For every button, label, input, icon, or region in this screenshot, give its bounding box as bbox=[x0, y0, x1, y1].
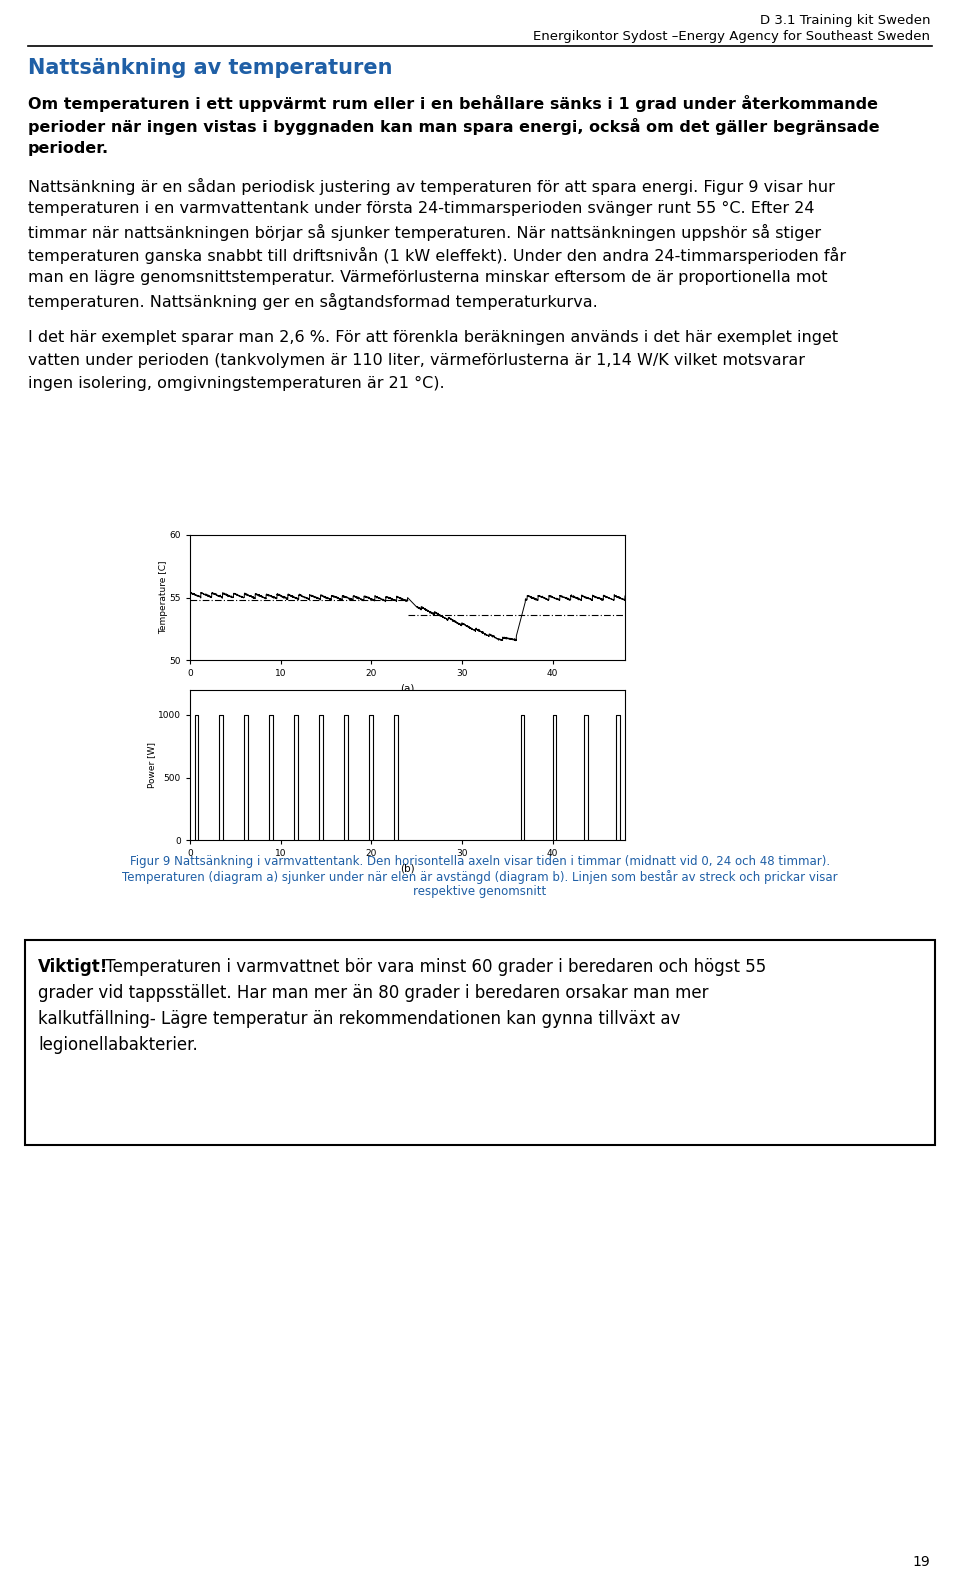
Text: temperaturen ganska snabbt till driftsnivån (1 kW eleffekt). Under den andra 24-: temperaturen ganska snabbt till driftsni… bbox=[28, 247, 846, 264]
Text: ingen isolering, omgivningstemperaturen är 21 °C).: ingen isolering, omgivningstemperaturen … bbox=[28, 376, 444, 390]
Y-axis label: Temperature [C]: Temperature [C] bbox=[159, 560, 168, 634]
Text: temperaturen. Nattsänkning ger en sågtandsformad temperaturkurva.: temperaturen. Nattsänkning ger en sågtan… bbox=[28, 293, 598, 310]
Text: Om temperaturen i ett uppvärmt rum eller i en behållare sänks i 1 grad under åte: Om temperaturen i ett uppvärmt rum eller… bbox=[28, 94, 878, 112]
Text: Viktigt!: Viktigt! bbox=[38, 959, 108, 976]
FancyBboxPatch shape bbox=[25, 940, 935, 1144]
Text: timmar när nattsänkningen börjar så sjunker temperaturen. När nattsänkningen upp: timmar när nattsänkningen börjar så sjun… bbox=[28, 224, 821, 241]
Text: Temperaturen i varmvattnet bör vara minst 60 grader i beredaren och högst 55: Temperaturen i varmvattnet bör vara mins… bbox=[100, 959, 766, 976]
X-axis label: (a): (a) bbox=[400, 683, 415, 694]
Y-axis label: Power [W]: Power [W] bbox=[148, 741, 156, 789]
Text: Figur 9 Nattsänkning i varmvattentank. Den horisontella axeln visar tiden i timm: Figur 9 Nattsänkning i varmvattentank. D… bbox=[130, 855, 830, 867]
Text: Nattsänkning av temperaturen: Nattsänkning av temperaturen bbox=[28, 58, 393, 79]
Text: respektive genomsnitt: respektive genomsnitt bbox=[414, 885, 546, 899]
Text: Energikontor Sydost –Energy Agency for Southeast Sweden: Energikontor Sydost –Energy Agency for S… bbox=[533, 30, 930, 42]
X-axis label: (b): (b) bbox=[400, 864, 415, 874]
Text: perioder när ingen vistas i byggnaden kan man spara energi, också om det gäller : perioder när ingen vistas i byggnaden ka… bbox=[28, 118, 879, 135]
Text: man en lägre genomsnittstemperatur. Värmeförlusterna minskar eftersom de är prop: man en lägre genomsnittstemperatur. Värm… bbox=[28, 271, 828, 285]
Text: Temperaturen (diagram a) sjunker under när elen är avstängd (diagram b). Linjen : Temperaturen (diagram a) sjunker under n… bbox=[122, 870, 838, 885]
Text: Nattsänkning är en sådan periodisk justering av temperaturen för att spara energ: Nattsänkning är en sådan periodisk juste… bbox=[28, 178, 835, 195]
Text: D 3.1 Training kit Sweden: D 3.1 Training kit Sweden bbox=[759, 14, 930, 27]
Text: perioder.: perioder. bbox=[28, 142, 109, 156]
Text: I det här exemplet sparar man 2,6 %. För att förenkla beräkningen används i det : I det här exemplet sparar man 2,6 %. För… bbox=[28, 331, 838, 345]
Text: grader vid tappsstället. Har man mer än 80 grader i beredaren orsakar man mer: grader vid tappsstället. Har man mer än … bbox=[38, 984, 708, 1003]
Text: legionellabakterier.: legionellabakterier. bbox=[38, 1036, 198, 1055]
Text: temperaturen i en varmvattentank under första 24-timmarsperioden svänger runt 55: temperaturen i en varmvattentank under f… bbox=[28, 201, 814, 216]
Text: vatten under perioden (tankvolymen är 110 liter, värmeförlusterna är 1,14 W/K vi: vatten under perioden (tankvolymen är 11… bbox=[28, 353, 805, 368]
Text: 19: 19 bbox=[912, 1555, 930, 1569]
Text: kalkutfällning- Lägre temperatur än rekommendationen kan gynna tillväxt av: kalkutfällning- Lägre temperatur än reko… bbox=[38, 1011, 681, 1028]
